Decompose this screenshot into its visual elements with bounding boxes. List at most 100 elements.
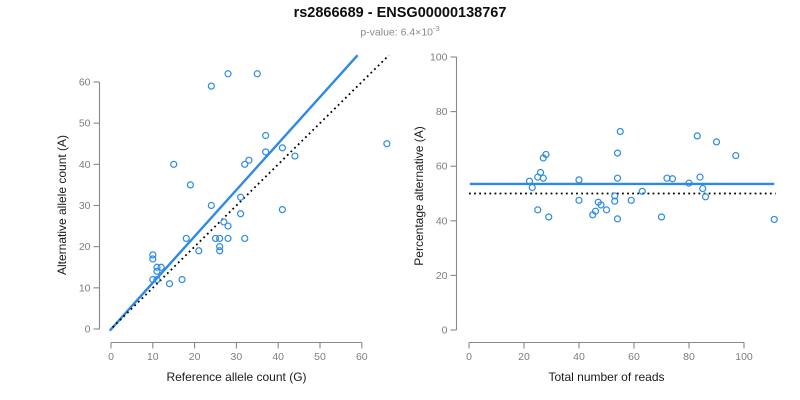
data-point <box>211 234 220 243</box>
y-tick-label: 0 <box>442 325 448 337</box>
data-point <box>525 177 534 185</box>
x-tick-label: 0 <box>108 351 114 363</box>
y-tick-label: 40 <box>79 159 91 171</box>
data-point <box>224 222 232 230</box>
data-point <box>245 156 253 164</box>
x-tick-label: 20 <box>189 351 201 363</box>
x-axis-title: Reference allele count (G) <box>166 370 306 384</box>
y-axis-title: Alternative allele count (A) <box>55 135 69 275</box>
x-tick-label: 60 <box>628 351 640 363</box>
x-tick-label: 60 <box>356 351 368 363</box>
x-tick-label: 50 <box>314 351 326 363</box>
data-point <box>534 206 542 214</box>
data-point <box>216 243 224 251</box>
data-point <box>699 184 707 193</box>
data-point <box>575 196 583 204</box>
data-point <box>668 175 677 183</box>
data-point <box>220 218 228 226</box>
data-point <box>224 70 232 78</box>
data-point <box>616 127 624 136</box>
data-point <box>170 160 178 168</box>
data-point <box>594 198 602 206</box>
y-axis-title: Percentage alternative (A) <box>412 126 426 265</box>
data-point <box>528 183 536 192</box>
allele-count-scatter: 0 10 20 30 40 50 60 0 10 20 30 40 50 60 Reference alle… <box>55 54 391 384</box>
y-tick-label: 60 <box>436 161 448 173</box>
data-point <box>207 201 215 210</box>
x-tick-label: 80 <box>683 351 695 363</box>
data-point <box>613 174 622 182</box>
data-point <box>157 263 165 271</box>
data-point <box>732 151 740 160</box>
data-point <box>149 275 157 284</box>
figure-title: rs2866689 - ENSG00000138767 <box>293 5 507 21</box>
data-point <box>241 234 249 243</box>
identity-line <box>112 54 390 328</box>
data-point <box>696 173 704 181</box>
data-point <box>657 213 666 221</box>
data-point <box>178 275 186 284</box>
data-point <box>685 179 693 187</box>
y-tick-label: 20 <box>79 241 91 253</box>
y-tick-label: 20 <box>436 270 448 282</box>
x-tick-label: 30 <box>231 351 243 363</box>
data-point <box>383 140 391 148</box>
data-point <box>591 207 600 215</box>
x-tick-label: 0 <box>466 351 472 363</box>
data-point <box>153 267 161 275</box>
data-point <box>216 247 224 255</box>
data-point <box>262 148 270 156</box>
data-point <box>153 263 161 271</box>
data-point <box>241 160 249 168</box>
data-point <box>575 176 583 184</box>
data-point <box>534 173 542 181</box>
figure-subtitle: p-value: 6.4×10-3 <box>0 24 800 39</box>
y-tick-label: 80 <box>436 106 448 118</box>
x-tick-label: 10 <box>147 351 159 363</box>
y-tick-label: 40 <box>436 215 448 227</box>
data-point <box>613 215 622 223</box>
data-point <box>611 192 619 200</box>
x-axis-title: Total number of reads <box>548 370 664 384</box>
percentage-scatter: 0 20 40 60 80 100 0 20 40 60 80 100 Total number of … <box>412 52 778 384</box>
y-tick-label: 0 <box>85 324 91 336</box>
data-point <box>701 193 710 201</box>
x-tick-label: 40 <box>573 351 585 363</box>
data-point <box>770 215 778 224</box>
y-tick-label: 60 <box>79 76 91 88</box>
fit-line <box>108 54 359 332</box>
data-point <box>182 234 190 243</box>
x-tick-label: 100 <box>735 351 753 363</box>
y-tick-label: 50 <box>79 118 91 130</box>
data-point <box>186 181 195 189</box>
data-point <box>693 132 701 140</box>
p-value-text: p-value: 6.4×10 <box>360 26 433 39</box>
data-point <box>602 206 611 214</box>
data-point <box>638 187 646 195</box>
data-point <box>207 82 215 90</box>
data-point <box>216 234 224 243</box>
data-point <box>153 275 161 284</box>
x-tick-label: 40 <box>272 351 284 363</box>
y-tick-label: 10 <box>79 282 91 294</box>
data-point <box>278 144 286 152</box>
data-point <box>278 206 286 214</box>
data-point <box>539 154 547 162</box>
data-point <box>165 280 174 288</box>
data-point <box>611 197 619 205</box>
data-point <box>149 255 157 263</box>
data-point <box>712 138 721 146</box>
data-point <box>195 247 203 255</box>
data-point <box>236 210 245 218</box>
data-point <box>613 149 622 157</box>
p-value-exponent: -3 <box>433 24 440 33</box>
y-tick-label: 100 <box>430 52 448 64</box>
data-point <box>262 131 270 140</box>
data-point <box>236 193 245 201</box>
data-point <box>253 70 261 78</box>
x-tick-label: 20 <box>518 351 530 363</box>
y-tick-label: 30 <box>79 200 91 212</box>
data-point <box>149 251 157 259</box>
